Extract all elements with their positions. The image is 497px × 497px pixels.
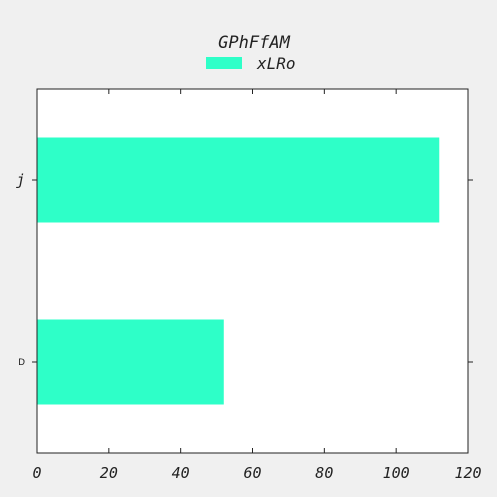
legend-label: xLRo bbox=[256, 54, 296, 73]
x-tick-label-60: 60 bbox=[243, 464, 261, 482]
bars bbox=[37, 137, 440, 405]
legend: xLRo bbox=[206, 54, 296, 73]
x-tick-label-0: 0 bbox=[32, 464, 41, 482]
y-axis-ticks: Dj bbox=[16, 171, 473, 368]
x-axis-ticks: 0 20 40 60 80 100 120 bbox=[32, 89, 482, 482]
bar-j bbox=[37, 137, 440, 223]
x-tick-label-100: 100 bbox=[383, 464, 410, 482]
x-tick-label-80: 80 bbox=[315, 464, 333, 482]
bar-D bbox=[37, 319, 224, 405]
y-tick-label-D: D bbox=[18, 358, 25, 368]
legend-swatch bbox=[206, 57, 242, 69]
chart-title: GPhFfAM bbox=[218, 33, 290, 53]
y-tick-label-j: j bbox=[16, 171, 25, 189]
x-tick-label-120: 120 bbox=[454, 464, 481, 482]
x-tick-label-20: 20 bbox=[100, 464, 118, 482]
x-tick-label-40: 40 bbox=[172, 464, 190, 482]
